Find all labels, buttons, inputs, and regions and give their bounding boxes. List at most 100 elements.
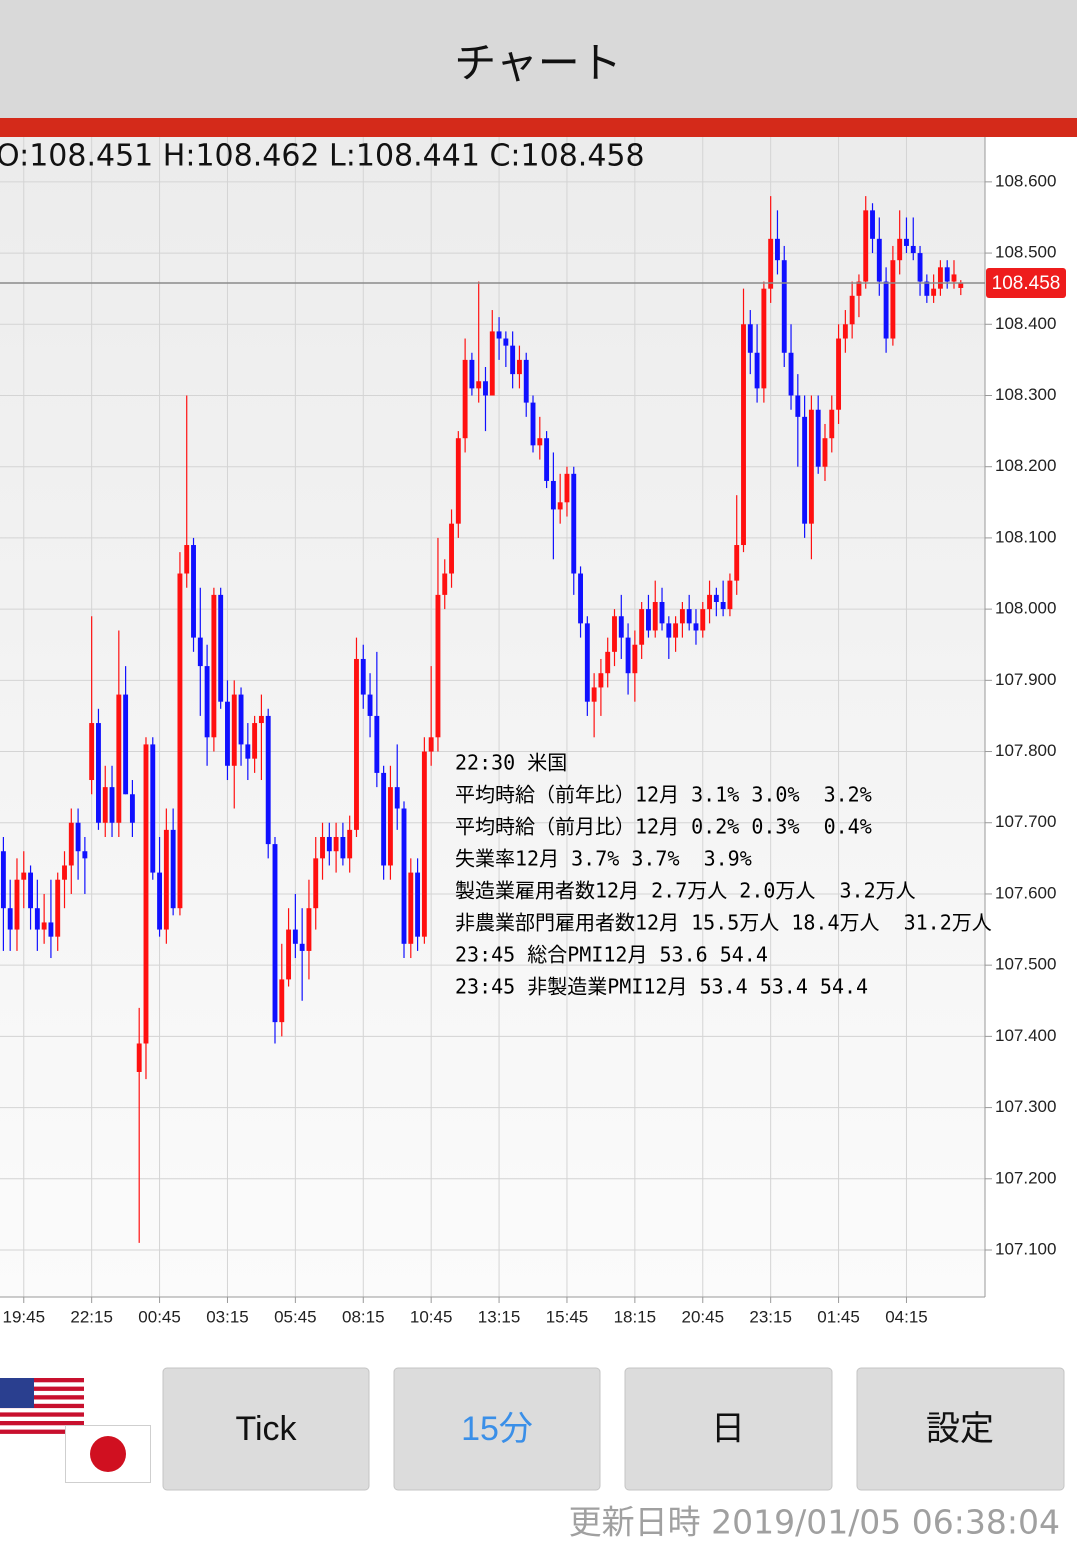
candle-body bbox=[944, 267, 950, 282]
candle-body bbox=[211, 594, 217, 738]
y-tick-label: 107.100 bbox=[995, 1239, 1056, 1258]
candle-body bbox=[354, 658, 359, 830]
x-tick-label: 19:45 bbox=[2, 1307, 45, 1326]
candle-body bbox=[625, 637, 631, 674]
y-tick-label: 108.300 bbox=[995, 385, 1056, 404]
candle-body bbox=[442, 573, 448, 595]
candle-body bbox=[435, 594, 441, 738]
button-bg[interactable] bbox=[624, 1367, 833, 1491]
candle-body bbox=[707, 594, 712, 610]
candle-body bbox=[958, 282, 964, 288]
day-button[interactable]: 日 bbox=[624, 1367, 833, 1491]
candle-body bbox=[360, 658, 366, 695]
current-price-label: 108.458 bbox=[992, 273, 1061, 294]
candle-body bbox=[632, 644, 638, 674]
axes: 107.100 107.200 107.300 107.400 107.500 107.6… bbox=[0, 137, 1066, 1326]
candle-body bbox=[829, 409, 835, 439]
candle-body bbox=[476, 381, 482, 389]
x-tick-label: 03:15 bbox=[206, 1307, 249, 1326]
candle-body bbox=[897, 238, 903, 261]
candle-body bbox=[659, 601, 665, 624]
candle-body bbox=[584, 623, 590, 702]
candle-body bbox=[150, 744, 156, 873]
button-label[interactable]: 日 bbox=[711, 1410, 745, 1448]
candle-body bbox=[646, 609, 651, 631]
candle-body bbox=[129, 794, 135, 823]
candle-body bbox=[218, 594, 224, 702]
button-bg[interactable] bbox=[856, 1367, 1065, 1491]
candle-body bbox=[75, 822, 81, 852]
candle-body bbox=[245, 744, 251, 759]
candle-body bbox=[856, 281, 862, 296]
15min-button[interactable]: 15分 bbox=[393, 1367, 601, 1491]
x-tick-label: 08:15 bbox=[342, 1307, 385, 1326]
candle-body bbox=[883, 281, 889, 339]
range-buttons: Tick 15分 日 設定 bbox=[162, 1367, 1065, 1491]
candle-body bbox=[163, 829, 169, 930]
event-annotation: 平均時給（前年比）12月 3.1% 3.0% 3.2% bbox=[455, 783, 872, 807]
candle-body bbox=[727, 580, 733, 610]
candle-body bbox=[0, 851, 6, 909]
candle-body bbox=[836, 338, 842, 410]
x-tick-label: 15:45 bbox=[546, 1307, 589, 1326]
candle-body bbox=[21, 872, 27, 880]
candle-body bbox=[415, 872, 421, 937]
candle-body bbox=[700, 609, 706, 631]
x-tick-label: 13:15 bbox=[478, 1307, 521, 1326]
updated-time: 更新日時 2019/01/05 06:38:04 bbox=[569, 1503, 1060, 1542]
candle-body bbox=[530, 402, 536, 446]
candle-body bbox=[367, 694, 373, 716]
y-tick-label: 108.400 bbox=[995, 314, 1056, 333]
candle-body bbox=[231, 694, 237, 766]
candle-body bbox=[68, 822, 74, 866]
candle-body bbox=[374, 715, 380, 773]
y-tick-label: 108.600 bbox=[995, 171, 1056, 190]
x-tick-label: 01:45 bbox=[817, 1307, 860, 1326]
button-bg[interactable] bbox=[162, 1367, 370, 1491]
candle-body bbox=[917, 253, 923, 282]
candle-body bbox=[455, 438, 461, 524]
candle-body bbox=[734, 545, 740, 581]
button-label[interactable]: 設定 bbox=[926, 1410, 994, 1448]
candle-body bbox=[544, 438, 550, 481]
event-annotation: 非農業部門雇用者数12月 15.5万人 18.4万人 31.2万人 bbox=[455, 911, 992, 935]
button-label[interactable]: 15分 bbox=[461, 1410, 533, 1448]
x-tick-label: 10:45 bbox=[410, 1307, 453, 1326]
x-tick-label: 05:45 bbox=[274, 1307, 317, 1326]
current-price-badge bbox=[986, 267, 1066, 298]
jp-flag bbox=[65, 1425, 151, 1483]
y-tick-label: 107.700 bbox=[995, 812, 1056, 831]
candle-body bbox=[571, 473, 577, 574]
y-tick-label: 107.500 bbox=[995, 955, 1056, 974]
candle-body bbox=[238, 694, 244, 745]
button-bg[interactable] bbox=[393, 1367, 601, 1491]
event-annotation: 失業率12月 3.7% 3.7% 3.9% bbox=[455, 847, 752, 871]
candle-body bbox=[55, 879, 61, 937]
candle-body bbox=[333, 836, 339, 852]
candle-body bbox=[394, 787, 400, 809]
candle-body bbox=[557, 502, 563, 510]
candle-body bbox=[775, 238, 780, 261]
y-tick-label: 108.100 bbox=[995, 527, 1056, 546]
candle-body bbox=[62, 865, 67, 880]
candle-body bbox=[225, 701, 230, 766]
candle-body bbox=[931, 288, 937, 296]
candle-body bbox=[191, 545, 196, 638]
settings-button[interactable]: 設定 bbox=[856, 1367, 1065, 1491]
x-tick-label: 23:15 bbox=[749, 1307, 792, 1326]
candle-body bbox=[564, 473, 570, 503]
tick-button[interactable]: Tick bbox=[162, 1367, 370, 1491]
candle-body bbox=[849, 295, 855, 325]
x-tick-label: 22:15 bbox=[70, 1307, 113, 1326]
candle-body bbox=[28, 872, 33, 909]
candle-body bbox=[693, 623, 699, 631]
candle-body bbox=[686, 609, 692, 624]
button-label[interactable]: Tick bbox=[235, 1410, 297, 1448]
candle-body bbox=[299, 943, 305, 951]
candle-body bbox=[387, 787, 393, 866]
event-annotation: 平均時給（前月比）12月 0.2% 0.3% 0.4% bbox=[455, 815, 872, 839]
candle-body bbox=[713, 594, 719, 602]
candle-body bbox=[306, 908, 312, 951]
candle-body bbox=[483, 381, 488, 396]
candle-body bbox=[204, 666, 210, 738]
